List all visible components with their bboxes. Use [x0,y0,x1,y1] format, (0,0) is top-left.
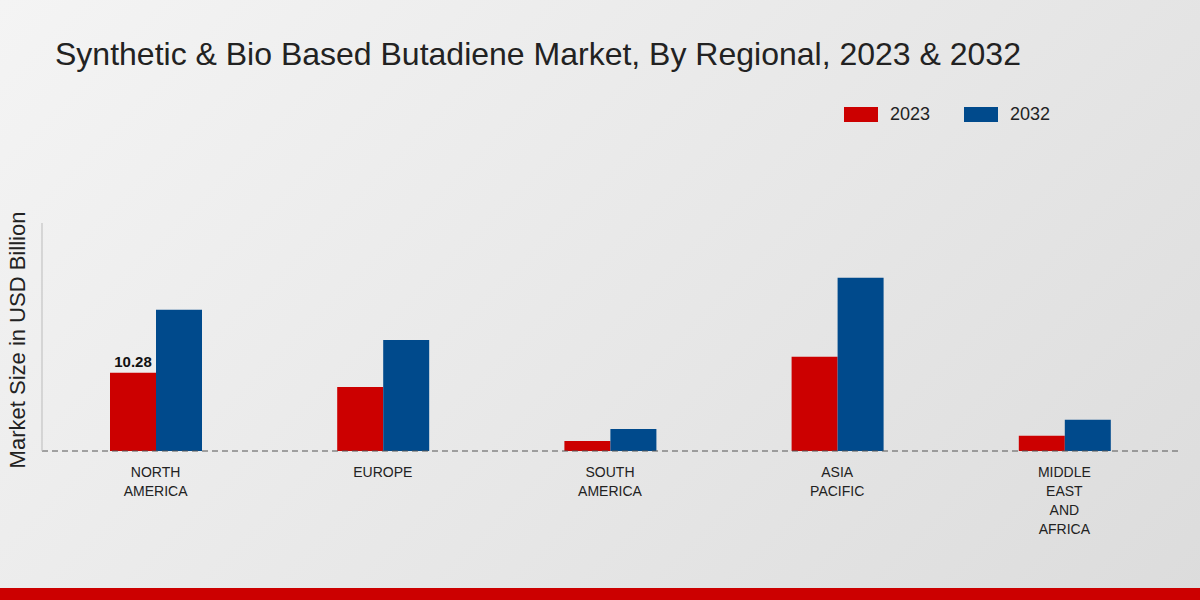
html-text:Synthetic & Bio Based Butadien: Synthetic & Bio Based Butadiene Market, … [55,36,1021,72]
svg-text:MIDDLEEASTANDAFRICA: MIDDLEEASTANDAFRICA [1038,464,1091,537]
svg-text:10.28: 10.28 [114,353,152,370]
svg-text:ASIAPACIFIC: ASIAPACIFIC [810,464,864,499]
svg-text:EUROPE: EUROPE [353,464,412,480]
html-text:2032: 2032 [1010,104,1050,124]
html-text:2023: 2023 [889,104,930,124]
html-text:Market Size in USD Billion: Market Size in USD Billion [5,211,30,469]
svg-text:SOUTHAMERICA: SOUTHAMERICA [578,464,642,499]
svg-text:NORTHAMERICA: NORTHAMERICA [124,464,188,499]
